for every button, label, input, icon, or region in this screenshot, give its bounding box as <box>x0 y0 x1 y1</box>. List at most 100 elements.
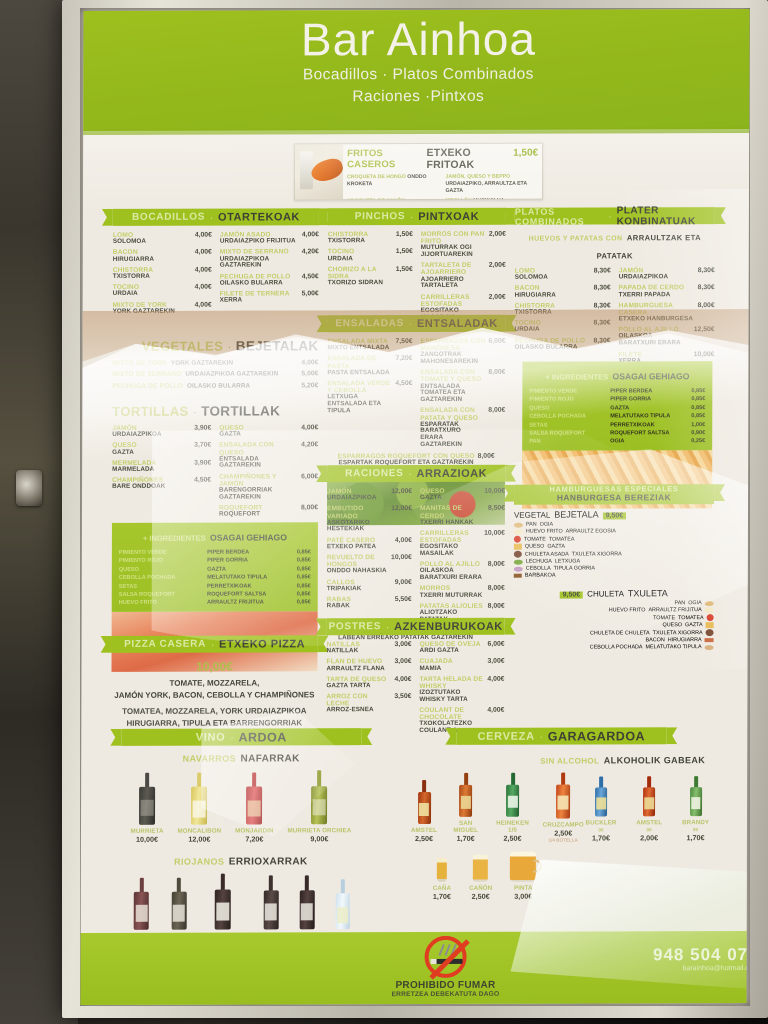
section-vegetales: VEGETALES · BEJETALAK MIXTO DE YORK YORK … <box>112 330 318 394</box>
sin-alcohol-bottle-row: BUCKLER 00 1,70€ AMSTEL 00 2,00€ BRANDY … <box>584 776 711 842</box>
menu-item: QUESO GAZTA 10,00€ <box>420 487 506 502</box>
burger-vegetal: VEGETAL BEJETALA 9,50€ PAN OGIA HUEVO FRI… <box>513 509 714 579</box>
beer-bottle-nonalcoholic: BUCKLER 00 1,70€ <box>584 776 619 842</box>
menu-item: TOCINO URDAIA 8,30€ <box>514 319 611 334</box>
ingredientes-green-panel: + INGREDIENTES OSAGAI GEHIAGO PIMIENTO V… <box>522 361 713 451</box>
tortillas-heading: TORTILLAS · TORTILLAK <box>112 403 281 419</box>
menu-item: FILETE DE TERNERA XERRA 5,00€ <box>219 290 319 304</box>
burger-layer: CEBOLLA TIPULA GORRIA <box>513 565 714 572</box>
menu-item: TOCINO URDAIA 4,00€ <box>112 283 212 298</box>
vegetales-heading: VEGETALES · BEJETALAK <box>141 338 319 354</box>
postres-col-left: NATILLAS NATILLAK 3,00€ FLAN DE HUEVO ARRAU… <box>326 641 411 739</box>
wine-bottle: MURRIETA 10,00€ <box>131 772 164 844</box>
navarros-bottle-row: MURRIETA 10,00€ MONCALIBON 12,00€ MONJAR… <box>121 770 361 844</box>
fritos-item-es: MEJILLÓN <box>445 198 471 200</box>
platos-col-right: JAMÓN URDAIAZPIKOA 8,30€ PAPADA DE CERDO TX… <box>618 267 714 368</box>
section-bocadillos: BOCADILLOS · OTARTEKOAK LOMO SOLOMOA 4,00€… <box>113 208 319 319</box>
menu-item: HAMBURGUESA CASERA ETXEKO HANBURGESA 8,00€ <box>618 301 715 323</box>
menu-item: JAMÓN URDAIAZPIKOA 12,00€ <box>327 488 413 502</box>
ribbon-platos: PLATOS COMBINADOS · PLATER KONBINATUAK <box>515 205 715 227</box>
menu-item: CARRILLERAS ESTOFADAS EGOSITAKO MASAILAK 1… <box>419 529 505 557</box>
fritos-price: 1,50€ <box>513 147 539 159</box>
tomato-icon <box>513 535 521 543</box>
menu-item: QUESO GAZTA 3,70€ <box>112 442 212 456</box>
burger-layer: LECHUGA LETXUGA <box>513 558 714 565</box>
patty-icon <box>513 550 522 558</box>
fritos-item-es: CROQUETA DE HONGO <box>347 174 406 181</box>
ribbon-label-es: BOCADILLOS <box>131 211 206 223</box>
no-smoking-text-eu: ERRETZEA DEBEKATUTA DAGO <box>391 990 500 999</box>
burger-price-badge: 9,50€ <box>602 512 627 520</box>
menu-item: EMBUTIDO VARIADO ASKOTARIKO HESTEKIAK 12,0… <box>326 505 413 533</box>
burger-price-badge: 9,50€ <box>559 591 584 599</box>
pizza-desc-es-2: JAMÓN YORK, BACON, CEBOLLA Y CHAMPIÑONES <box>114 689 315 700</box>
burger-layer: TOMATE TOMATEA <box>513 535 714 543</box>
navarros-subheading: NAVARROS NAFARRAK <box>182 753 300 765</box>
no-smoking-text-es: PROHIBIDO FUMAR <box>395 979 496 992</box>
menu-item: ENSALADA DE PASTA PASTA ENTSALADA 7,20€ <box>327 355 413 376</box>
menu-item: MORROS CON PAN FRITO MUTURRAK OGI JIJORTU… <box>420 230 506 258</box>
menu-item: LOMO SOLOMOA 4,00€ <box>112 231 212 246</box>
pizza-desc-eu-1: TOMATEA, MOZZARELA, YORK URDAIAZPIKOA <box>122 706 307 717</box>
menu-item: CHISTORRA TXISTORRA 1,50€ <box>327 231 413 245</box>
menu-item: FLAN DE HUEVO ARRAULTZ FLANA 3,00€ <box>326 658 412 672</box>
bread-icon <box>513 522 523 528</box>
cheese-icon <box>513 543 522 550</box>
email-address[interactable]: barainhoa@hotmail.com <box>682 964 750 973</box>
pizza-price: 10,00€ <box>196 659 233 674</box>
menu-item: ENSALADA VERDE Y CEBOLLA LETXUGA ENTSALAD… <box>327 379 413 414</box>
cerveza-bottle-row: AMSTEL 2,50€ SAN MIGUEL 1,70€ HEINEKEN 1… <box>411 772 584 843</box>
ribbon-vino: VINO · ARDOA <box>121 728 362 746</box>
menu-item: CUAJADA MAMIA 3,00€ <box>419 658 505 672</box>
ingredientes-green-panel: + INGREDIENTES OSAGAI GEHIAGO PIMIENTO V… <box>111 522 318 612</box>
section-platos-combinados: PLATOS COMBINADOS · PLATER KONBINATUAK H… <box>514 205 715 387</box>
ingredient-row: HUEVO FRITO ARRAULTZ FRIJITUA 0,85€ <box>118 599 311 607</box>
ribbon-cerveza: CERVEZA · GARAGARDOA <box>456 727 667 745</box>
onion-icon <box>704 644 714 650</box>
menu-item: MANITAS DE CERDO TXERRI HANKAK 8,50€ <box>419 505 506 526</box>
menu-item: TARTA DE QUESO GAZTA TARTA 4,00€ <box>326 675 412 690</box>
fritos-title-es: FRITOS CASEROS <box>347 148 396 171</box>
menu-item: ARROZ CON LECHE ARROZ-ESNEA 3,50€ <box>326 693 412 714</box>
brand-subtitle-1: Bocadillos · Platos Combinados <box>302 65 534 84</box>
patty-icon <box>705 629 714 637</box>
menu-item: PECHUGA DE POLLO OILASKO BULARRA 4,50€ <box>219 272 319 287</box>
beer-glass: PINTA 3,00€ <box>510 851 543 901</box>
burger-layer: HUEVO FRITO ARRAULTZ FRIJITUA <box>514 607 714 614</box>
tomato-icon <box>706 614 714 622</box>
menu-item: PAPADA DE CERDO TXERRI PAPADA 8,30€ <box>618 284 715 298</box>
beer-glass: CAÑA 1,70€ <box>433 857 451 901</box>
menu-item: TARTALETA DE AJOARRIERO AJOARRIERO TARTAL… <box>420 262 506 290</box>
no-smoking-icon <box>424 935 470 980</box>
beer-glass-row: CAÑA 1,70€ CAÑÓN 2,50€ PINTA 3,00€ <box>411 851 711 901</box>
fritos-item-eu: MUSKUILUA <box>473 198 504 201</box>
menu-item: POLLO AL AJILLO OILASKOA BARATXURI ERARA 8… <box>419 560 505 582</box>
menu-item: NATILLAS NATILLAK 3,00€ <box>326 641 412 655</box>
menu-item: MIXTO DE SERRANO URDAIAZPIKOA GAZTAREKIN 5… <box>112 370 319 379</box>
tortillas-col-right: QUESO GAZTA 4,00€ ENSALADA CON QUESO ENTSAL… <box>219 424 318 522</box>
beer-bottle: SAN MIGUEL 1,70€ <box>449 772 483 843</box>
burger-layer: BACON HIRUGIARRA <box>514 637 714 644</box>
menu-item: JAMÓN URDAIAZPIKOA 8,30€ <box>618 267 715 281</box>
burger-layer: HUEVO FRITO ARRAULTZ EGOSIA <box>513 528 714 535</box>
menu-item: BACON HIRUGIARRA 8,30€ <box>514 284 611 299</box>
menu-item: CHORIZO A LA SIDRA TXORIZO SIDRAN 1,50€ <box>327 265 413 287</box>
menu-item: LOMO SOLOMOA 8,30€ <box>514 267 611 281</box>
ribbon-hamburguesas: HAMBURGUESAS ESPECIALES HANBURGESA BEREZ… <box>514 484 715 505</box>
menu-item: ESPARRAGOS CON MAHONESA ZANGOTRAK MAHONES… <box>420 337 506 365</box>
egg-icon <box>513 528 523 535</box>
fritos-title-eu: ETXEKO FRITOAK <box>426 146 475 171</box>
menu-item: CHISTORRA TXISTORRA 4,00€ <box>112 266 212 280</box>
cheese-icon <box>705 622 714 629</box>
fritos-item-es: CROQUETA DE JAMÓN <box>347 198 405 200</box>
menu-item: QUESO DE OVEJA ARDI GAZTA 6,00€ <box>419 640 505 655</box>
beer-bottle: CRUZCAMPO 2,50€ 1/4 BOTELLA <box>543 772 584 843</box>
section-tortillas: TORTILLAS · TORTILLAK JAMÓN URDAIAZPIKOA 3… <box>112 395 318 522</box>
fritos-item-es: JAMÓN, QUESO Y BEPPO <box>445 173 511 180</box>
burger-layer: QUESO GAZTA <box>514 622 714 629</box>
burger-layer: TOMATE TOMATEA <box>514 614 714 622</box>
menu-item: MIXTO DE SERRANO URDAIAZPIKOA GAZTAREKIN 4… <box>219 248 319 269</box>
menu-item: CALLOS TRIPAKIAK 9,00€ <box>326 578 412 593</box>
phone-number[interactable]: 948 504 077 <box>653 944 750 965</box>
